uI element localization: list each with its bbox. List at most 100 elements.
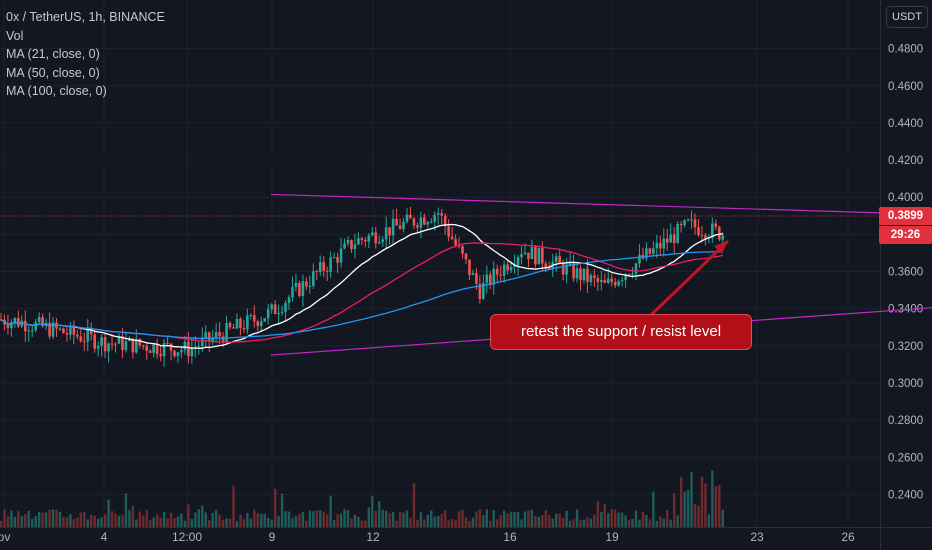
volume-bar	[506, 513, 509, 527]
candle-body	[350, 240, 353, 250]
volume-bar	[561, 517, 565, 527]
volume-bar	[464, 517, 468, 527]
volume-bar	[256, 513, 259, 527]
symbol-title[interactable]: 0x / TetherUS, 1h, BINANCE	[6, 10, 165, 24]
volume-indicator-label[interactable]: Vol	[6, 28, 24, 43]
ma21-line[interactable]	[0, 223, 723, 349]
y-tick-label: 0.4800	[888, 44, 923, 56]
ma100-indicator-label[interactable]: MA (100, close, 0)	[6, 84, 107, 98]
volume-bar	[273, 488, 277, 527]
candle-body	[391, 218, 395, 236]
candle-body	[565, 264, 568, 275]
volume-bar	[527, 510, 530, 527]
volume-bar	[516, 511, 520, 527]
candle-body	[402, 221, 405, 230]
candle-body	[183, 341, 187, 351]
candle-body	[23, 320, 27, 332]
volume-bar	[457, 511, 461, 527]
volume-bar	[201, 505, 204, 527]
volume-bar	[346, 510, 350, 527]
volume-bar	[336, 514, 339, 527]
volume-bar	[218, 514, 221, 527]
candle-body	[606, 278, 610, 283]
volume-bar	[579, 519, 582, 527]
ma100-line[interactable]	[0, 251, 723, 339]
volume-bar	[308, 510, 312, 527]
volume-bar	[666, 509, 669, 527]
candle-body	[582, 268, 586, 281]
candle-body	[169, 343, 173, 351]
candle-body	[454, 239, 457, 245]
candle-body	[502, 264, 506, 276]
candle-body	[79, 336, 83, 342]
candle-body	[662, 238, 666, 249]
volume-bar	[357, 516, 360, 527]
volume-bar	[461, 509, 464, 527]
candle-body	[659, 242, 662, 249]
candle-body	[665, 238, 669, 243]
candle-body	[249, 315, 253, 317]
volume-bar	[600, 511, 603, 527]
volume-bar	[239, 514, 242, 527]
candle-body	[558, 256, 561, 264]
candle-body	[544, 263, 548, 268]
candle-body	[194, 346, 197, 348]
volume-bar	[107, 499, 110, 527]
volume-bar	[176, 516, 180, 527]
candle-body	[329, 257, 332, 272]
volume-bar	[374, 510, 377, 527]
candle-body	[34, 322, 37, 331]
candle-body	[648, 248, 652, 254]
candle-body	[308, 285, 312, 287]
volume-bar	[294, 515, 298, 527]
volume-bar	[37, 511, 41, 527]
candle-body	[721, 235, 725, 240]
candle-body	[221, 336, 225, 343]
volume-bar	[565, 510, 568, 527]
volume-bar	[711, 470, 714, 527]
candle-body	[357, 238, 360, 245]
volume-bar	[423, 519, 426, 527]
candle-body	[409, 214, 412, 219]
volume-bar	[378, 501, 381, 527]
volume-bar	[58, 511, 62, 527]
volume-bar	[266, 517, 270, 527]
candle-body	[516, 257, 520, 266]
ma50-indicator-label[interactable]: MA (50, close, 0)	[6, 65, 100, 80]
x-tick-label: 9	[269, 530, 276, 544]
candle-body	[336, 256, 339, 263]
candle-body	[65, 333, 69, 335]
volume-bar	[593, 514, 596, 527]
volume-bar	[332, 520, 336, 527]
volume-bar	[620, 512, 624, 527]
volume-bar	[249, 518, 253, 527]
candle-body	[253, 315, 256, 322]
candle-body	[277, 312, 280, 315]
volume-bar	[197, 509, 200, 527]
volume-bar	[492, 510, 495, 527]
candle-body	[436, 213, 440, 215]
candle-body	[225, 323, 228, 343]
volume-bar	[360, 520, 364, 527]
candle-body	[239, 318, 242, 329]
resistance-trendline[interactable]	[270, 193, 932, 240]
annotation-arrow	[648, 239, 730, 318]
candle-body	[204, 332, 208, 338]
candle-body	[325, 270, 329, 272]
candle-body	[62, 328, 65, 334]
currency-button[interactable]: USDT	[886, 6, 928, 28]
candle-body	[478, 283, 482, 299]
volume-bar	[409, 517, 412, 527]
volume-bar	[534, 516, 537, 527]
volume-bar	[83, 512, 86, 527]
ma21-indicator-label[interactable]: MA (21, close, 0)	[6, 47, 100, 61]
candle-body	[398, 225, 402, 230]
candle-body	[617, 281, 620, 286]
volume-bar	[398, 511, 402, 527]
candle-body	[197, 346, 201, 348]
candle-body	[93, 334, 96, 349]
annotation-callout[interactable]: retest the support / resist level	[490, 314, 752, 350]
volume-bar	[575, 509, 579, 527]
candle-body	[475, 273, 478, 284]
